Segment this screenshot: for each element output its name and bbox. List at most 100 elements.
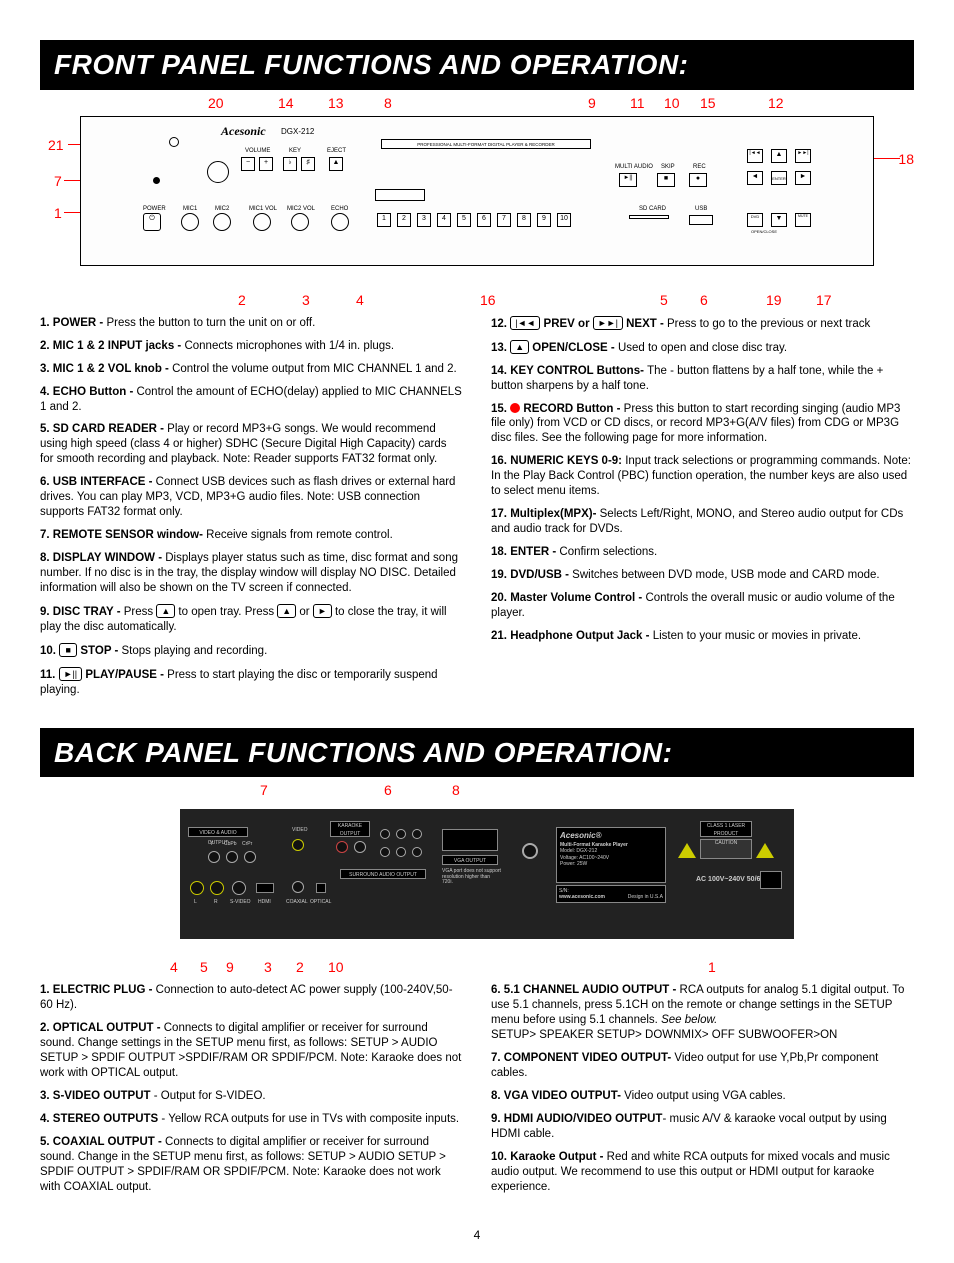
key-sharp-button[interactable]: ♯	[301, 157, 315, 171]
mute-button[interactable]: MUTE	[795, 213, 811, 227]
callout-2: 2	[238, 291, 246, 310]
screw-icon	[522, 843, 538, 859]
num-7[interactable]: 7	[497, 213, 511, 227]
num-8[interactable]: 8	[517, 213, 531, 227]
coax-label: COAXIAL	[286, 899, 308, 906]
mic1-vol-knob[interactable]	[253, 213, 271, 231]
vol-minus-button[interactable]: −	[241, 157, 255, 171]
sr-jack[interactable]	[396, 847, 406, 857]
mic2-jack[interactable]	[213, 213, 231, 231]
back-panel-diagram: VIDEO & AUDIO OUTPUT Y CbPb CrPr L R S-V…	[180, 809, 794, 939]
volume-label: VOLUME	[245, 147, 270, 155]
description-item: 5. COAXIAL OUTPUT - Connects to digital …	[40, 1135, 463, 1195]
callout-20: 20	[208, 94, 224, 113]
num-9[interactable]: 9	[537, 213, 551, 227]
coax-jack[interactable]	[292, 881, 304, 893]
callout-19: 19	[766, 291, 782, 310]
num-5[interactable]: 5	[457, 213, 471, 227]
callout-b10: 10	[328, 958, 344, 977]
description-item: 2. MIC 1 & 2 INPUT jacks - Connects micr…	[40, 339, 463, 354]
callout-13: 13	[328, 94, 344, 113]
num-2[interactable]: 2	[397, 213, 411, 227]
spec-plate: Acesonic® Multi-Format Karaoke Player Mo…	[556, 827, 666, 883]
callout-16: 16	[480, 291, 496, 310]
num-6[interactable]: 6	[477, 213, 491, 227]
playpause-button[interactable]: ►||	[619, 173, 637, 187]
usb-label: USB	[695, 205, 707, 213]
enter-button[interactable]: ENTER	[771, 171, 787, 185]
stop-button[interactable]: ■	[657, 173, 675, 187]
left-button[interactable]: ◄	[747, 171, 763, 185]
fr-jack[interactable]	[396, 829, 406, 839]
video-label: VIDEO	[292, 827, 308, 834]
karaoke-out-box: KARAOKE OUTPUT	[330, 821, 370, 837]
callout-11: 11	[630, 94, 645, 113]
ac-inlet[interactable]	[760, 871, 782, 889]
description-item: 17. Multiplex(MPX)- Selects Left/Right, …	[491, 507, 914, 537]
optical-port[interactable]	[316, 883, 326, 893]
description-item: 2. OPTICAL OUTPUT - Connects to digital …	[40, 1021, 463, 1081]
bp-model-line: Multi-Format Karaoke Player	[560, 842, 628, 848]
kar-l[interactable]	[354, 841, 366, 853]
callout-17: 17	[816, 291, 832, 310]
surround-box: SURROUND AUDIO OUTPUT	[340, 869, 426, 879]
master-volume-knob[interactable]	[207, 161, 229, 183]
echo-knob[interactable]	[331, 213, 349, 231]
description-item: 4. STEREO OUTPUTS - Yellow RCA outputs f…	[40, 1112, 463, 1127]
front-panel-title: FRONT PANEL FUNCTIONS AND OPERATION:	[40, 40, 914, 90]
mic1-jack[interactable]	[181, 213, 199, 231]
headphone-jack-icon	[169, 137, 179, 147]
sw-jack[interactable]	[412, 847, 422, 857]
y-jack[interactable]	[208, 851, 220, 863]
pb-jack[interactable]	[226, 851, 238, 863]
r-jack[interactable]	[210, 881, 224, 895]
callout-4: 4	[356, 291, 364, 310]
usb-port[interactable]	[689, 215, 713, 225]
num-1[interactable]: 1	[377, 213, 391, 227]
l-label: L	[194, 899, 197, 906]
eject-label: EJECT	[327, 147, 346, 155]
num-3[interactable]: 3	[417, 213, 431, 227]
fl-jack[interactable]	[380, 829, 390, 839]
bp-voltage: Voltage: AC100~240V	[560, 855, 609, 861]
bp-model: Model: DGX-212	[560, 848, 597, 854]
num-4[interactable]: 4	[437, 213, 451, 227]
vga-port[interactable]	[442, 829, 498, 851]
up-button[interactable]: ▲	[771, 149, 787, 163]
sdcard-slot[interactable]	[629, 215, 669, 219]
down-button[interactable]: ▼	[771, 213, 787, 227]
power-button[interactable]: ⏻	[143, 213, 161, 231]
callout-7: 7	[54, 172, 62, 191]
description-item: 9. HDMI AUDIO/VIDEO OUTPUT- music A/V & …	[491, 1112, 914, 1142]
mic2-vol-knob[interactable]	[291, 213, 309, 231]
svideo-jack[interactable]	[232, 881, 246, 895]
kar-r[interactable]	[336, 841, 348, 853]
back-description-columns: 1. ELECTRIC PLUG - Connection to auto-de…	[40, 983, 914, 1202]
num-10[interactable]: 10	[557, 213, 571, 227]
description-item: 19. DVD/USB - Switches between DVD mode,…	[491, 568, 914, 583]
record-button[interactable]: ●	[689, 173, 707, 187]
pr-jack[interactable]	[244, 851, 256, 863]
cen-jack[interactable]	[412, 829, 422, 839]
sl-jack[interactable]	[380, 847, 390, 857]
brand-label: Acesonic	[221, 123, 266, 139]
l-jack[interactable]	[190, 881, 204, 895]
description-item: 8. VGA VIDEO OUTPUT- Video output using …	[491, 1089, 914, 1104]
right-button[interactable]: ►	[795, 171, 811, 185]
description-item: 9. DISC TRAY - Press ▲ to open tray. Pre…	[40, 604, 463, 635]
next-button[interactable]: ►►|	[795, 149, 811, 163]
callout-b2: 2	[296, 958, 304, 977]
description-item: 14. KEY CONTROL Buttons- The - button fl…	[491, 364, 914, 394]
vol-plus-button[interactable]: +	[259, 157, 273, 171]
eject-button[interactable]: ▲	[329, 157, 343, 171]
description-item: 13. ▲ OPEN/CLOSE - Used to open and clos…	[491, 340, 914, 356]
description-item: 10. ■ STOP - Stops playing and recording…	[40, 643, 463, 659]
hdmi-port[interactable]	[256, 883, 274, 893]
key-flat-button[interactable]: ♭	[283, 157, 297, 171]
disc-tray-header: PROFESSIONAL MULTI-FORMAT DIGITAL PLAYER…	[381, 139, 591, 149]
dvd-button[interactable]: DVD	[747, 213, 763, 227]
prev-button[interactable]: |◄◄	[747, 149, 763, 163]
r-label: R	[214, 899, 218, 906]
description-item: 15. RECORD Button - Press this button to…	[491, 402, 914, 447]
video-jack[interactable]	[292, 839, 304, 851]
